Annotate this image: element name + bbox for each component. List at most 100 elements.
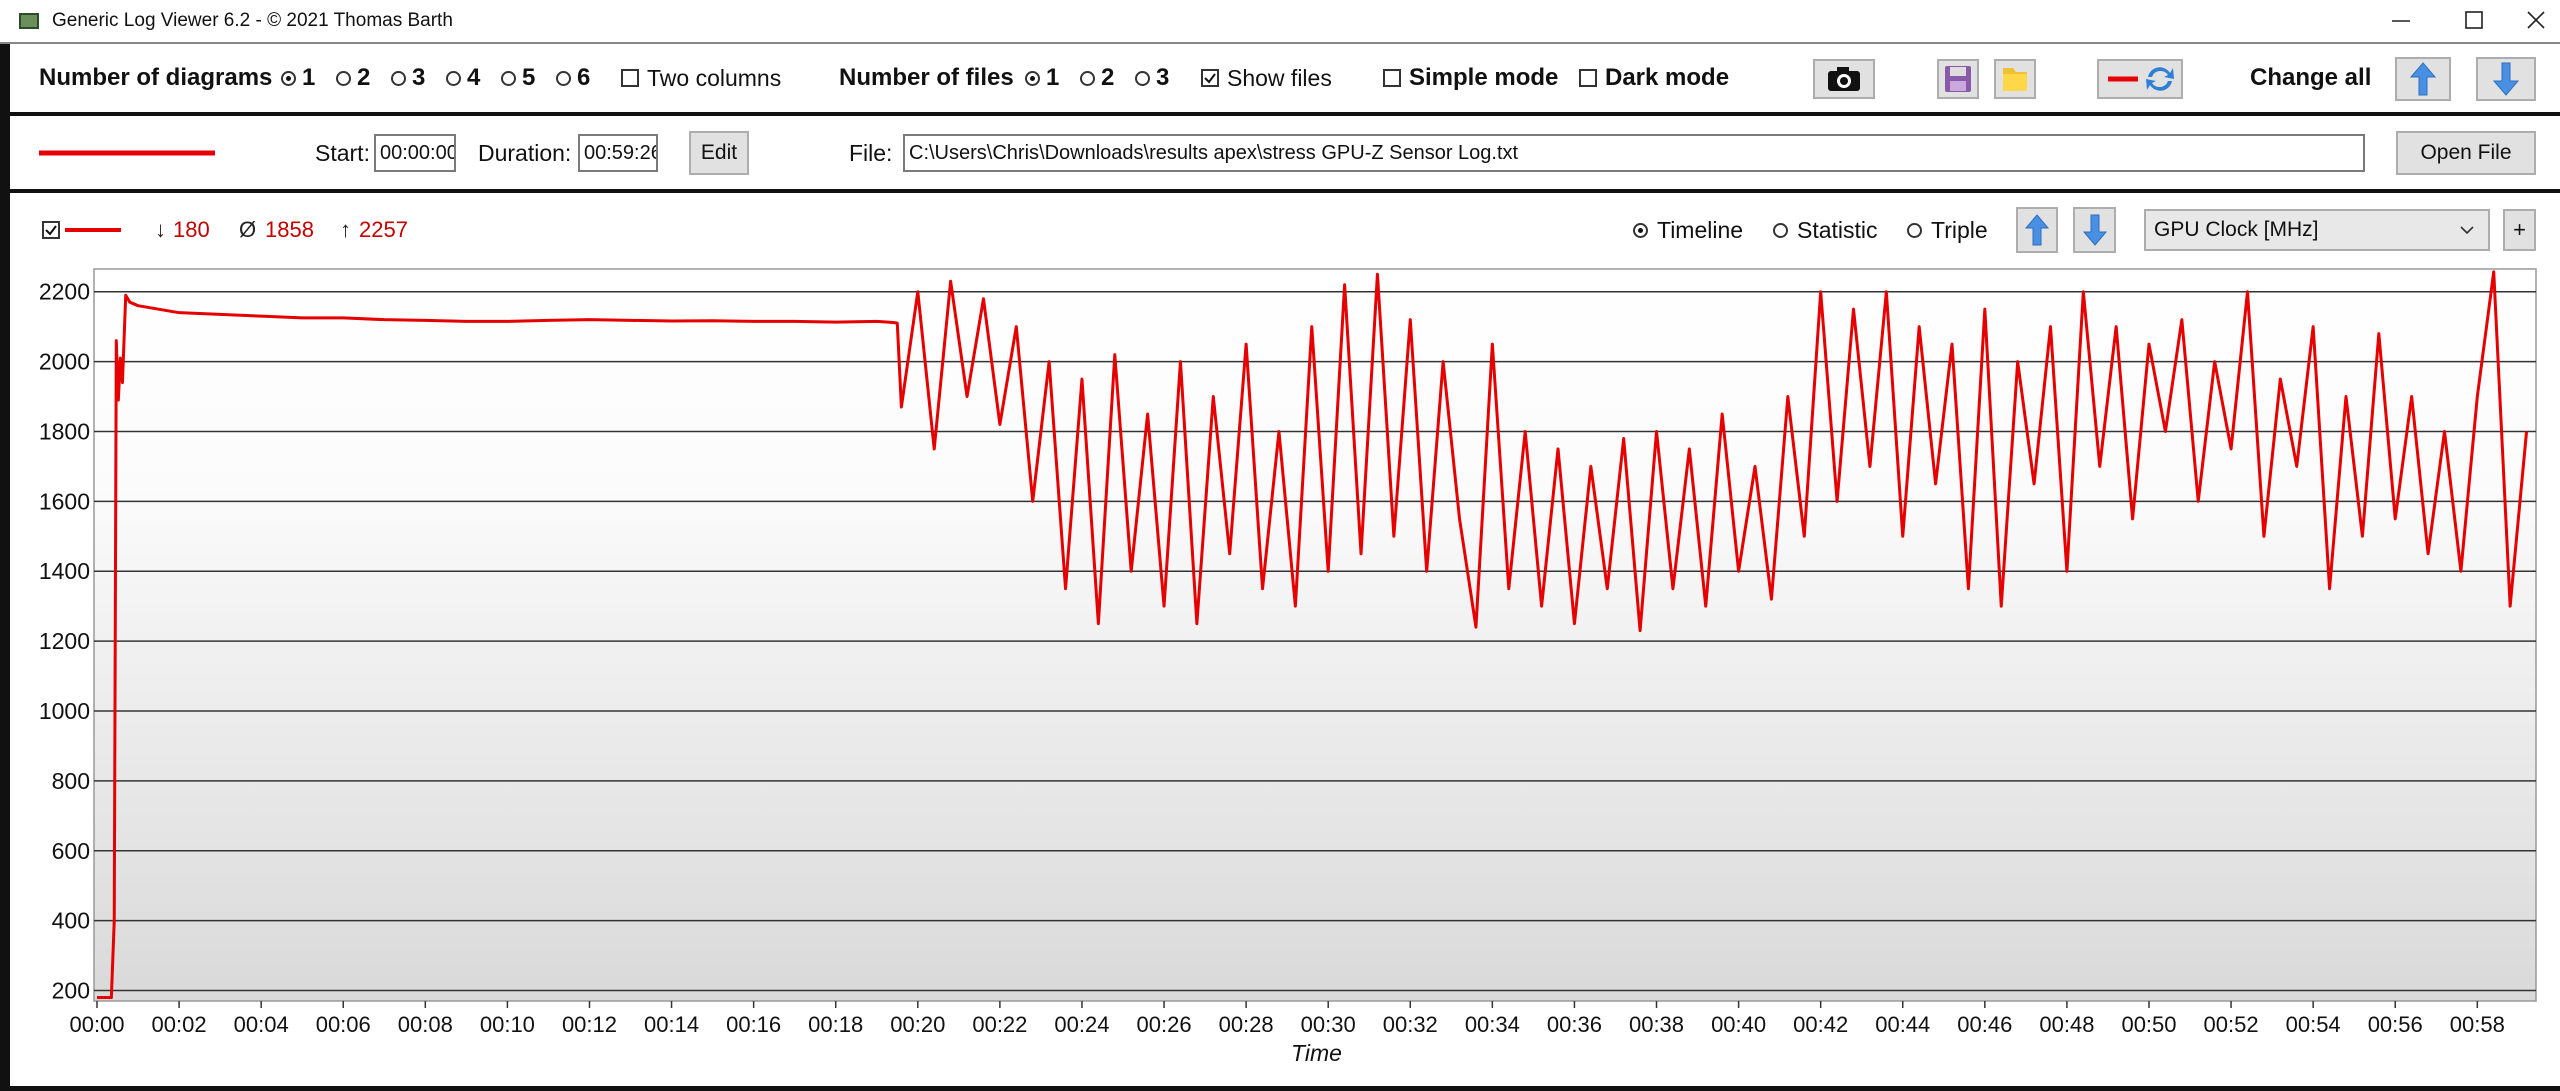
x-tick-label: 00:42 <box>1793 1012 1848 1037</box>
x-tick-label: 00:18 <box>808 1012 863 1037</box>
x-tick-label: 00:56 <box>2368 1012 2423 1037</box>
window-title: Generic Log Viewer 6.2 - © 2021 Thomas B… <box>52 10 453 31</box>
series-checkbox[interactable] <box>42 221 60 239</box>
y-tick-label: 1000 <box>39 698 90 724</box>
divider <box>0 42 2560 44</box>
dark-mode-label: Dark mode <box>1605 64 1730 91</box>
down-arrow-icon <box>2082 214 2107 246</box>
file-path-input[interactable]: C:\Users\Chris\Downloads\results apex\st… <box>903 134 2365 172</box>
file-label: File: <box>849 140 893 166</box>
swap-icon <box>2108 67 2174 91</box>
add-diagram-button[interactable]: + <box>2503 209 2536 251</box>
move-up-all-button[interactable] <box>2395 57 2451 101</box>
avg-symbol: Ø <box>239 217 257 242</box>
diagram-option: 2 <box>357 64 371 91</box>
edit-button[interactable]: Edit <box>689 131 749 175</box>
max-symbol: ↑ <box>340 217 351 242</box>
camera-icon <box>1828 67 1860 91</box>
y-tick-label: 1800 <box>39 418 90 444</box>
x-tick-label: 00:36 <box>1547 1012 1602 1037</box>
x-tick-label: 00:30 <box>1301 1012 1356 1037</box>
up-arrow-icon <box>2024 214 2050 246</box>
y-tick-label: 1400 <box>39 558 90 584</box>
open-file-button[interactable]: Open File <box>2396 131 2536 175</box>
move-down-all-button[interactable] <box>2476 57 2536 101</box>
x-tick-label: 00:12 <box>562 1012 617 1037</box>
avg-value: 1858 <box>265 217 314 242</box>
radio-button[interactable] <box>1773 223 1788 238</box>
screenshot-button[interactable] <box>1813 59 1875 99</box>
min-value: 180 <box>173 217 210 242</box>
x-tick-label: 00:40 <box>1711 1012 1766 1037</box>
check-mark <box>1204 73 1216 84</box>
radio-button[interactable] <box>1907 223 1922 238</box>
diagram-option: 4 <box>467 64 481 91</box>
y-tick-label: 2200 <box>39 279 90 305</box>
series-dropdown[interactable]: GPU Clock [MHz] <box>2144 209 2490 251</box>
radio-button[interactable] <box>336 71 351 86</box>
file-option: 2 <box>1101 64 1115 91</box>
two-columns-label: Two columns <box>647 65 782 91</box>
open-folder-button[interactable] <box>1994 59 2036 99</box>
left-border <box>0 42 10 1091</box>
radio-button[interactable] <box>446 71 461 86</box>
radio-button[interactable] <box>556 71 571 86</box>
x-axis-label: Time <box>1291 1040 1342 1066</box>
start-input[interactable]: 00:00:00 <box>374 134 456 172</box>
x-tick-label: 00:32 <box>1383 1012 1438 1037</box>
view-option: Triple <box>1931 217 1988 243</box>
x-tick-label: 00:38 <box>1629 1012 1684 1037</box>
x-tick-label: 00:16 <box>726 1012 781 1037</box>
x-tick-label: 00:26 <box>1137 1012 1192 1037</box>
radio-button[interactable] <box>1135 71 1150 86</box>
x-tick-label: 00:24 <box>1054 1012 1109 1037</box>
move-up-button[interactable] <box>2016 207 2058 253</box>
app-icon <box>19 13 39 29</box>
x-tick-label: 00:04 <box>234 1012 289 1037</box>
y-tick-label: 1200 <box>39 628 90 654</box>
radio-button[interactable] <box>281 71 296 86</box>
show-files-checkbox[interactable] <box>1201 69 1219 87</box>
radio-button[interactable] <box>1025 71 1040 86</box>
color-swap-button[interactable] <box>2097 59 2183 99</box>
window-controls[interactable] <box>2380 6 2560 36</box>
simple-mode-label: Simple mode <box>1409 64 1559 91</box>
save-icon <box>1945 66 1971 92</box>
x-tick-label: 00:58 <box>2450 1012 2505 1037</box>
x-tick-label: 00:08 <box>398 1012 453 1037</box>
x-tick-label: 00:28 <box>1219 1012 1274 1037</box>
max-value: 2257 <box>359 217 408 242</box>
series-line-sample <box>39 150 215 156</box>
title-bar <box>0 0 2560 42</box>
y-tick-label: 800 <box>52 768 90 794</box>
folder-icon <box>2003 68 2027 91</box>
series-line-sample <box>65 228 121 232</box>
simple-mode-checkbox[interactable] <box>1383 69 1401 87</box>
duration-input[interactable]: 00:59:26 <box>578 134 658 172</box>
dropdown-value: GPU Clock [MHz] <box>2154 218 2319 241</box>
save-button[interactable] <box>1937 59 1979 99</box>
move-down-button[interactable] <box>2073 207 2116 253</box>
duration-label: Duration: <box>478 140 572 166</box>
x-tick-label: 00:46 <box>1957 1012 2012 1037</box>
radio-button[interactable] <box>501 71 516 86</box>
radio-button[interactable] <box>1633 223 1648 238</box>
dark-mode-checkbox[interactable] <box>1579 69 1597 87</box>
change-all-label: Change all <box>2250 64 2372 91</box>
two-columns-checkbox[interactable] <box>621 69 639 87</box>
down-arrow-icon <box>2492 62 2520 96</box>
radio-button[interactable] <box>391 71 406 86</box>
diagram-option: 5 <box>522 64 536 91</box>
divider <box>0 112 2560 116</box>
radio-button[interactable] <box>1080 71 1095 86</box>
x-tick-label: 00:06 <box>316 1012 371 1037</box>
check-mark <box>45 225 57 236</box>
dropdown-chevron <box>2460 226 2474 235</box>
y-tick-label: 400 <box>52 908 90 934</box>
bottom-border <box>0 1086 2560 1091</box>
x-tick-label: 00:00 <box>69 1012 124 1037</box>
x-tick-label: 00:10 <box>480 1012 535 1037</box>
y-tick-label: 1600 <box>39 488 90 514</box>
series-line <box>97 270 2529 1000</box>
